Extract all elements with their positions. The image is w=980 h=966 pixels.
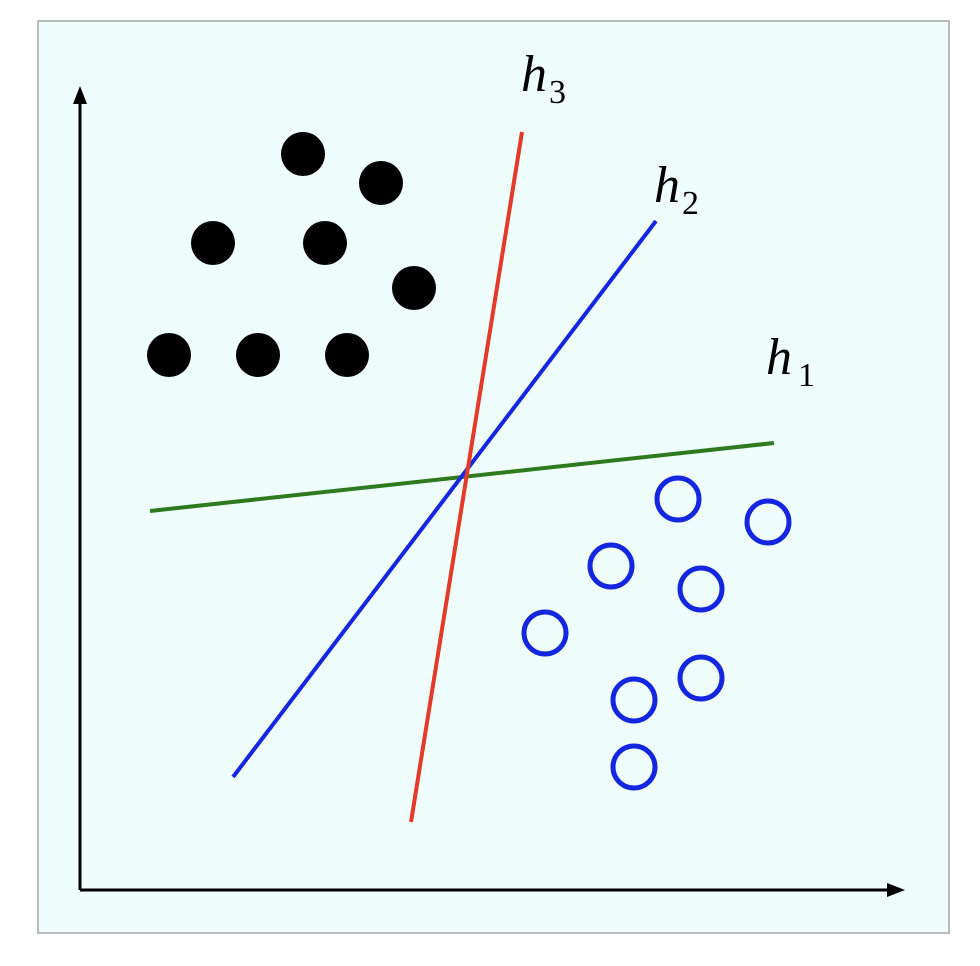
- filled-point: [303, 221, 347, 265]
- hollow-point: [521, 609, 569, 657]
- h3-letter: h: [521, 46, 547, 103]
- hollow-point: [610, 743, 658, 791]
- filled-point: [147, 333, 191, 377]
- h3-line: [409, 131, 524, 823]
- y-axis-arrowhead: [73, 86, 87, 104]
- filled-point: [281, 132, 325, 176]
- h2-line: [231, 219, 658, 779]
- hollow-point: [744, 498, 792, 546]
- filled-point: [191, 221, 235, 265]
- h3-subscript: 3: [549, 74, 566, 111]
- filled-point: [325, 333, 369, 377]
- h2-letter: h: [654, 157, 680, 214]
- h2-subscript: 2: [682, 185, 699, 222]
- filled-points: [147, 132, 436, 377]
- hollow-point: [677, 565, 725, 613]
- hollow-point: [610, 676, 658, 724]
- diagram-frame: [37, 20, 950, 934]
- x-axis-arrowhead: [887, 883, 905, 897]
- hollow-point: [654, 475, 702, 523]
- hollow-points: [521, 475, 792, 791]
- h1-letter: h: [766, 329, 792, 386]
- h1-subscript: 1: [798, 357, 815, 394]
- filled-point: [392, 266, 436, 310]
- h3-label: h3: [521, 46, 566, 111]
- hollow-point: [677, 654, 725, 702]
- filled-point: [359, 161, 403, 205]
- filled-point: [236, 333, 280, 377]
- hollow-point: [587, 542, 635, 590]
- h2-label: h2: [654, 157, 699, 222]
